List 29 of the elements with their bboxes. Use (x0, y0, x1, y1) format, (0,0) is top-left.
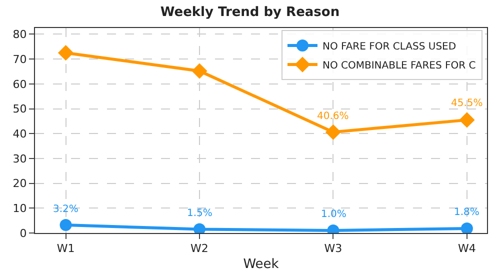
y-tick-label: 40 (12, 127, 27, 140)
data-label: 3.2% (53, 204, 78, 215)
x-axis-title: Week (243, 256, 280, 272)
y-tick-label: 10 (12, 202, 27, 215)
legend-label: NO FARE FOR CLASS USED (322, 41, 456, 52)
x-tick-label: W1 (56, 242, 75, 256)
data-label: 40.6% (317, 111, 349, 122)
point (460, 222, 473, 233)
x-tick-label: W4 (458, 242, 476, 256)
y-tick-label: 20 (12, 177, 27, 190)
y-tick-label: 0 (20, 226, 27, 240)
data-label: 1.0% (321, 209, 346, 220)
y-tick-label: 50 (12, 102, 27, 116)
point (325, 124, 342, 140)
y-tick-label: 80 (12, 28, 27, 42)
point (60, 219, 72, 232)
y-tick-label: 30 (12, 152, 27, 166)
data-label: 1.8% (454, 207, 480, 218)
x-tick-label: W3 (324, 242, 342, 256)
point (192, 63, 208, 79)
point (459, 112, 475, 128)
point (58, 45, 74, 61)
data-label: 45.5% (451, 98, 483, 109)
y-tick-label: 60 (12, 78, 27, 91)
chart-title: Weekly Trend by Reason (160, 5, 340, 20)
y-tick-label: 70 (12, 52, 27, 66)
data-label: 1.5% (187, 208, 212, 219)
x-tick-label: W2 (190, 242, 208, 256)
legend-label: NO COMBINABLE FARES FOR C (322, 60, 476, 72)
